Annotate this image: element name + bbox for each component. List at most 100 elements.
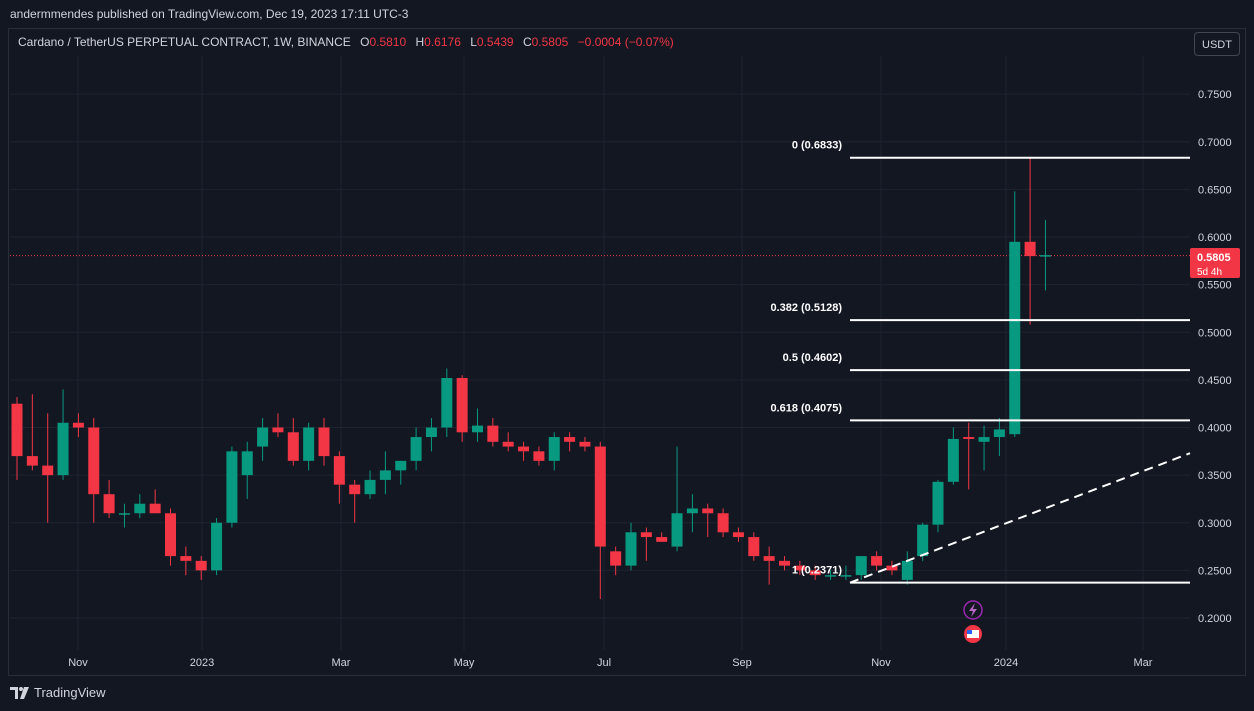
candle-body[interactable] [149, 503, 161, 514]
candle-body[interactable] [11, 403, 23, 457]
candle-body[interactable] [272, 427, 284, 433]
candle-body[interactable] [594, 446, 606, 547]
y-tick-label: 0.2500 [1198, 565, 1232, 577]
candle-body[interactable] [1009, 241, 1021, 435]
candle-body[interactable] [88, 427, 100, 495]
candle-body[interactable] [686, 508, 698, 514]
candle-body[interactable] [871, 556, 883, 566]
close-value: 0.5805 [531, 35, 569, 49]
candle-body[interactable] [671, 513, 683, 547]
fib-level-label: 0.5 (0.4602) [783, 352, 843, 364]
candle-body[interactable] [840, 575, 852, 577]
candle-body[interactable] [1024, 241, 1036, 257]
high-value: 0.6176 [424, 35, 461, 49]
candle-body[interactable] [656, 537, 668, 542]
candle-body[interactable] [241, 451, 253, 476]
candle-body[interactable] [134, 503, 146, 514]
candle-body[interactable] [548, 437, 560, 461]
candle-body[interactable] [932, 481, 944, 525]
close-label: C [522, 35, 532, 49]
candle-body[interactable] [441, 377, 453, 428]
candle-body[interactable] [195, 560, 207, 571]
candle-body[interactable] [533, 451, 545, 461]
candle-body[interactable] [794, 565, 806, 571]
candle-body[interactable] [809, 570, 821, 576]
x-tick-label: 2023 [190, 657, 214, 669]
candle-body[interactable] [993, 429, 1005, 438]
candle-body[interactable] [564, 437, 576, 442]
low-value: 0.5439 [476, 35, 514, 49]
candle-body[interactable] [456, 377, 468, 433]
fib-level-label: 0.618 (0.4075) [770, 402, 842, 414]
candle-body[interactable] [318, 427, 330, 457]
open-label: O [360, 35, 370, 49]
candle-body[interactable] [579, 441, 591, 447]
trend-line[interactable] [849, 452, 1191, 584]
last-price-label: 0.5805 [1197, 252, 1231, 264]
y-tick-label: 0.3500 [1198, 470, 1232, 482]
candle-body[interactable] [518, 446, 530, 452]
candle-body[interactable] [702, 508, 714, 514]
x-tick-label: Mar [332, 657, 351, 669]
candle-body[interactable] [717, 513, 729, 533]
candle-body[interactable] [763, 556, 775, 561]
lightning-event-icon[interactable] [963, 600, 983, 620]
candle-body[interactable] [42, 465, 54, 476]
candle-body[interactable] [472, 425, 483, 433]
candle-body[interactable] [165, 513, 176, 557]
candle-body[interactable] [257, 427, 269, 447]
brand-name: TradingView [34, 685, 106, 700]
candle-body[interactable] [303, 427, 315, 461]
candle-body[interactable] [825, 575, 837, 577]
candle-body[interactable] [211, 522, 223, 571]
candle-body[interactable] [72, 422, 84, 428]
us-flag-event-icon [967, 630, 979, 638]
x-tick-label: Sep [732, 657, 752, 669]
candle-body[interactable] [640, 532, 652, 538]
candle-body[interactable] [502, 441, 514, 447]
symbol-name[interactable]: Cardano / TetherUS PERPETUAL CONTRACT, 1… [18, 35, 351, 49]
candle-body[interactable] [917, 524, 929, 557]
x-tick-label: Mar [1134, 657, 1153, 669]
candle-body[interactable] [963, 437, 975, 439]
change-value: −0.0004 (−0.07%) [577, 35, 674, 49]
chart-frame [8, 28, 1246, 676]
candle-body[interactable] [349, 484, 361, 495]
candle-body[interactable] [57, 422, 69, 476]
candle-body[interactable] [364, 479, 376, 495]
candle-body[interactable] [947, 438, 959, 482]
y-tick-label: 0.2000 [1198, 613, 1232, 625]
candle-body[interactable] [625, 532, 637, 566]
y-tick-label: 0.4000 [1198, 423, 1232, 435]
candle-body[interactable] [180, 556, 192, 561]
candle-body[interactable] [855, 556, 867, 576]
x-tick-label: May [454, 657, 475, 669]
candle-body[interactable] [410, 437, 422, 461]
candle-body[interactable] [732, 532, 744, 538]
candle-body[interactable] [901, 560, 913, 580]
candle-body[interactable] [425, 427, 437, 438]
x-tick-label: Jul [597, 657, 611, 669]
candle-body[interactable] [1039, 255, 1051, 257]
tradingview-logo-icon [10, 686, 29, 699]
us-flag-event-icon [967, 630, 972, 634]
candle-body[interactable] [395, 460, 407, 471]
candle-body[interactable] [379, 470, 391, 480]
candle-body[interactable] [748, 537, 760, 557]
candle-body[interactable] [487, 425, 499, 442]
candle-body[interactable] [26, 456, 38, 466]
candle-body[interactable] [978, 437, 990, 442]
candle-body[interactable] [333, 456, 345, 485]
currency-button[interactable]: USDT [1194, 32, 1240, 56]
candle-body[interactable] [287, 432, 299, 461]
candle-body[interactable] [226, 451, 238, 523]
top-bar: andermmendes published on TradingView.co… [0, 0, 1254, 28]
fib-level-label: 0.382 (0.5128) [770, 302, 842, 314]
candle-body[interactable] [103, 494, 115, 514]
candle-body[interactable] [886, 565, 898, 571]
candle-body[interactable] [779, 560, 790, 566]
open-value: 0.5810 [369, 35, 407, 49]
candle-body[interactable] [610, 551, 622, 566]
candle-body[interactable] [118, 513, 130, 515]
